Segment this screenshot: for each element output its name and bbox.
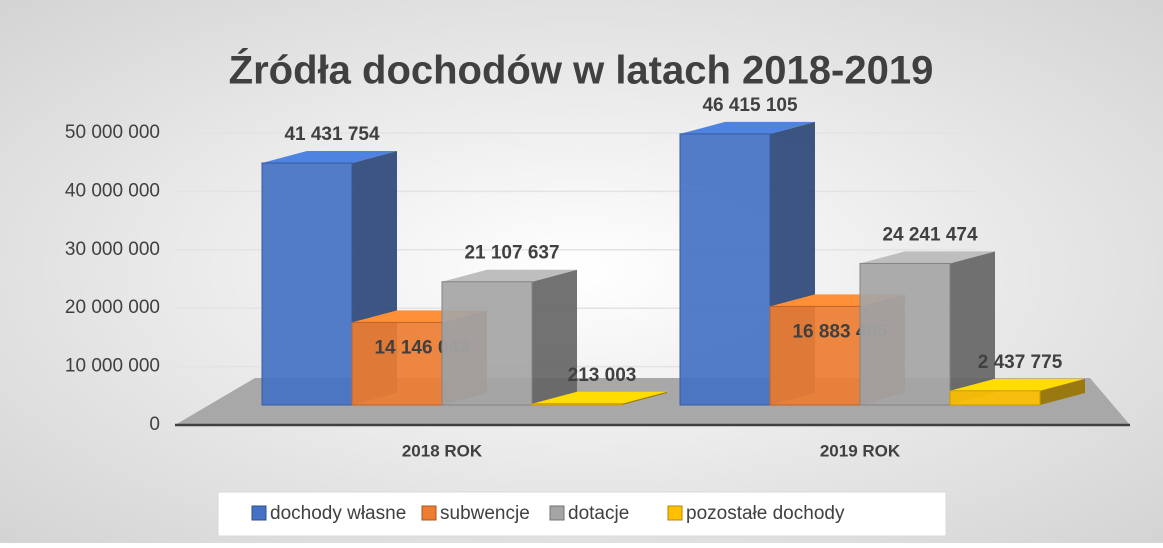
data-label: 46 415 105 [702,95,798,116]
bar-top [860,251,995,264]
legend-label: dotacje [568,503,629,524]
x-tick-label: 2019 ROK [820,441,901,460]
bar [531,403,623,406]
bar [261,162,353,406]
bar-top [950,378,1085,391]
bar-top [442,269,577,282]
bar [949,390,1041,406]
bar-side [950,251,995,405]
bar-side [622,391,667,405]
legend-swatch [251,505,267,521]
legend-label: dochody własne [270,503,406,524]
bar [859,262,951,406]
legend-swatch [667,505,683,521]
bar [769,305,861,406]
data-label: 21 107 637 [464,243,559,264]
y-tick-label: 30 000 000 [65,239,160,260]
legend-swatch [549,505,565,521]
bar-top [680,121,815,134]
y-tick-label: 0 [149,414,160,435]
chart-title: Źródła dochodów w latach 2018-2019 [229,48,934,93]
bar-side [532,269,577,405]
y-tick-label: 20 000 000 [65,297,160,318]
data-label: 213 003 [568,365,637,386]
y-tick-label: 40 000 000 [65,180,160,201]
legend-swatch [421,505,437,521]
legend [217,491,947,537]
legend-label: subwencje [440,503,530,524]
bar [351,321,443,406]
bar-side [1040,378,1085,405]
bar [441,281,533,406]
data-label: 24 241 474 [882,224,978,245]
y-tick-label: 50 000 000 [65,122,160,143]
data-label: 2 437 775 [978,352,1063,373]
bar-top [532,391,667,404]
x-tick-label: 2018 ROK [402,441,483,460]
legend-label: pozostałe dochody [686,503,845,524]
data-label: 41 431 754 [284,124,380,145]
bar-top [262,151,397,164]
y-tick-label: 10 000 000 [65,356,160,377]
bar [679,133,771,406]
